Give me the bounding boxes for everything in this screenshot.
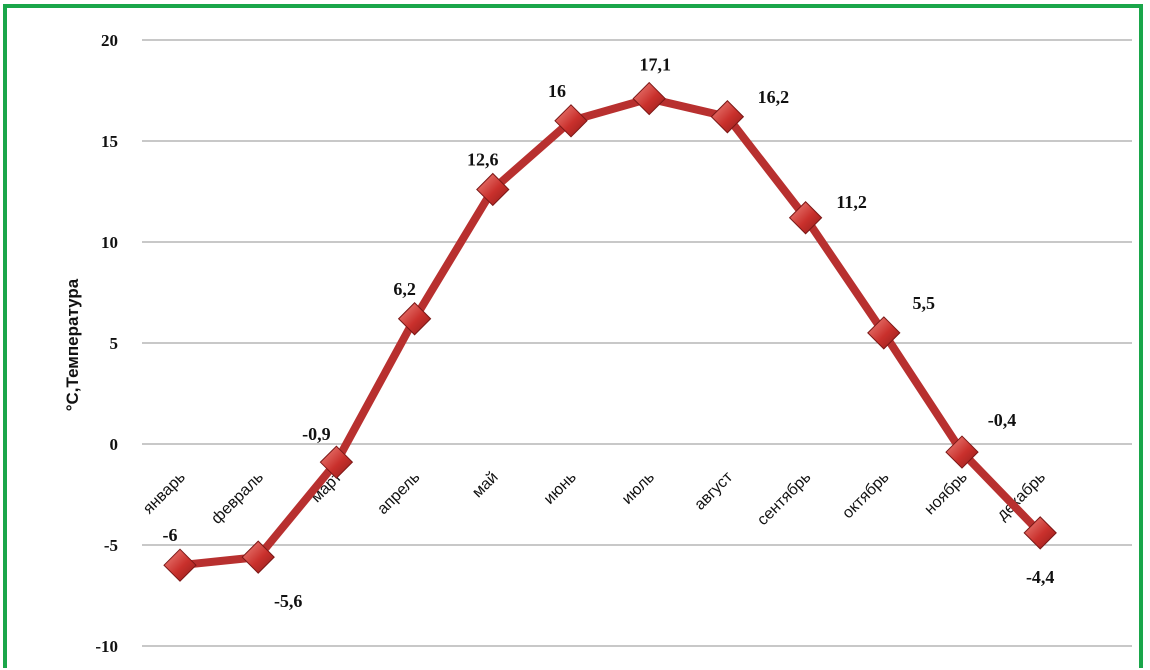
y-axis-label: °С,Температура [63, 278, 82, 411]
data-point-marker [867, 316, 901, 350]
y-tick-label: 0 [110, 435, 119, 454]
x-category-label: август [691, 468, 736, 513]
gridlines [142, 39, 1132, 647]
x-axis-categories: январь февраль март апрель май июнь июль август… [140, 468, 1049, 529]
data-label: -5,6 [274, 591, 303, 611]
data-point-marker [632, 81, 666, 116]
data-point-marker [710, 100, 745, 134]
data-labels: -6 -5,6 -0,9 6,2 12,6 16 17,1 16,2 11,2 5,5 -0,4 -4… [163, 55, 1055, 612]
y-tick-label: -10 [95, 637, 118, 656]
data-point-marker [945, 435, 979, 469]
x-category-label: ноябрь [921, 469, 970, 518]
x-category-label: февраль [208, 469, 267, 528]
data-point-marker [788, 201, 823, 235]
x-category-label: апрель [374, 469, 423, 518]
y-tick-label: 15 [101, 132, 118, 151]
series-markers [163, 81, 1057, 582]
data-point-marker [476, 172, 510, 207]
x-category-label: октябрь [839, 469, 892, 522]
series-line-path [176, 94, 1045, 570]
series-line [176, 94, 1045, 570]
data-point-marker [554, 104, 588, 138]
data-label: 5,5 [913, 293, 936, 313]
y-tick-label: 5 [110, 334, 119, 353]
data-point-marker [1023, 516, 1057, 550]
data-label: -0,4 [988, 410, 1017, 430]
data-point-marker [319, 445, 354, 479]
chart-frame [3, 4, 1143, 668]
data-label: 6,2 [393, 279, 416, 299]
x-category-label: июнь [541, 469, 580, 508]
x-category-label: май [469, 469, 501, 501]
data-label: -6 [163, 525, 178, 545]
y-axis-ticks: 20 15 10 5 0 -5 -10 [95, 31, 118, 656]
data-label: 17,1 [639, 55, 671, 75]
y-tick-label: 20 [101, 31, 118, 50]
x-category-label: январь [140, 469, 189, 518]
data-label: 16,2 [758, 87, 790, 107]
data-label: 11,2 [836, 192, 867, 212]
data-label: -4,4 [1026, 567, 1055, 587]
data-label: -0,9 [302, 424, 331, 444]
data-label: 12,6 [467, 149, 499, 169]
x-category-label: июль [619, 469, 658, 508]
y-tick-label: 10 [101, 233, 118, 252]
x-category-label: сентябрь [754, 469, 814, 529]
data-point-marker [163, 548, 197, 582]
data-label: 16 [548, 81, 566, 101]
data-point-marker [241, 540, 275, 574]
data-point-marker [397, 302, 432, 336]
y-tick-label: -5 [104, 536, 118, 555]
